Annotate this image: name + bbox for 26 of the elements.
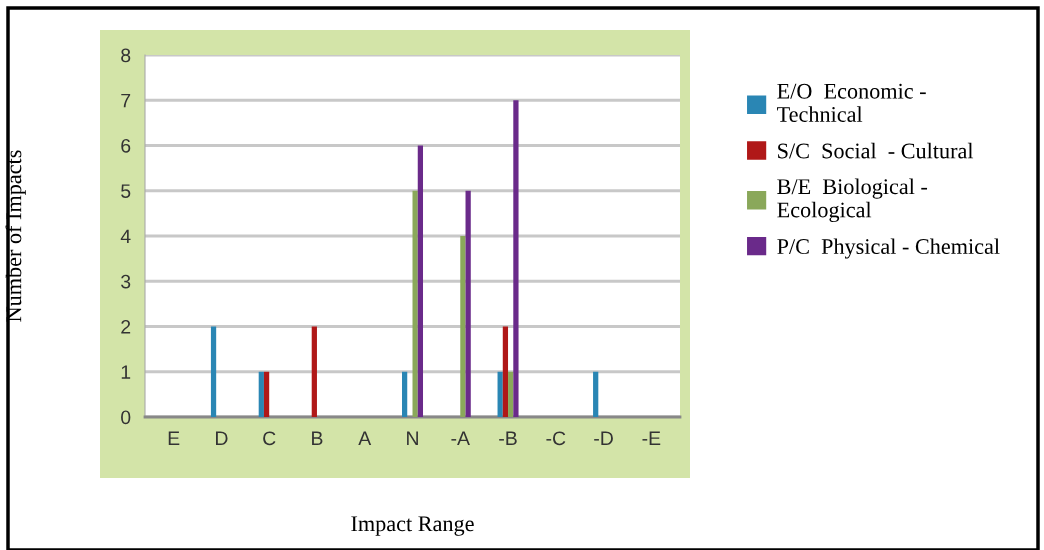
x-tick-label: -C: [546, 431, 566, 446]
y-tick-label: 1: [121, 365, 131, 379]
x-axis-title: Impact Range: [351, 516, 474, 536]
legend-label: E/O Economic - Technical: [777, 83, 926, 122]
x-tick-label: -D: [594, 431, 613, 445]
y-tick-label: 8: [121, 48, 131, 63]
y-tick-label: 6: [121, 138, 131, 153]
legend-label: P/C Physical - Chemical: [777, 238, 1000, 259]
x-tick-label: -E: [642, 431, 661, 445]
x-tick-label: -B: [499, 431, 517, 445]
y-tick-label: 7: [121, 93, 131, 108]
x-tick-label: A: [358, 431, 372, 445]
x-tick-label: -A: [451, 431, 470, 445]
legend-label: B/E Biological - Ecological: [777, 178, 928, 223]
y-axis-title: Number of Impacts: [5, 150, 26, 322]
y-tick-label: 0: [121, 410, 131, 425]
y-tick-label: 2: [121, 319, 131, 334]
x-tick-label: B: [312, 431, 323, 445]
x-tick-label: D: [216, 431, 228, 445]
x-tick-label: C: [263, 431, 276, 446]
y-tick-label: 3: [121, 274, 131, 289]
legend-label: S/C Social - Cultural: [778, 142, 974, 159]
y-tick-label: 4: [120, 229, 131, 244]
x-tick-label: E: [168, 431, 180, 445]
y-tick-label: 5: [121, 184, 131, 198]
x-tick-label: N: [407, 431, 418, 445]
